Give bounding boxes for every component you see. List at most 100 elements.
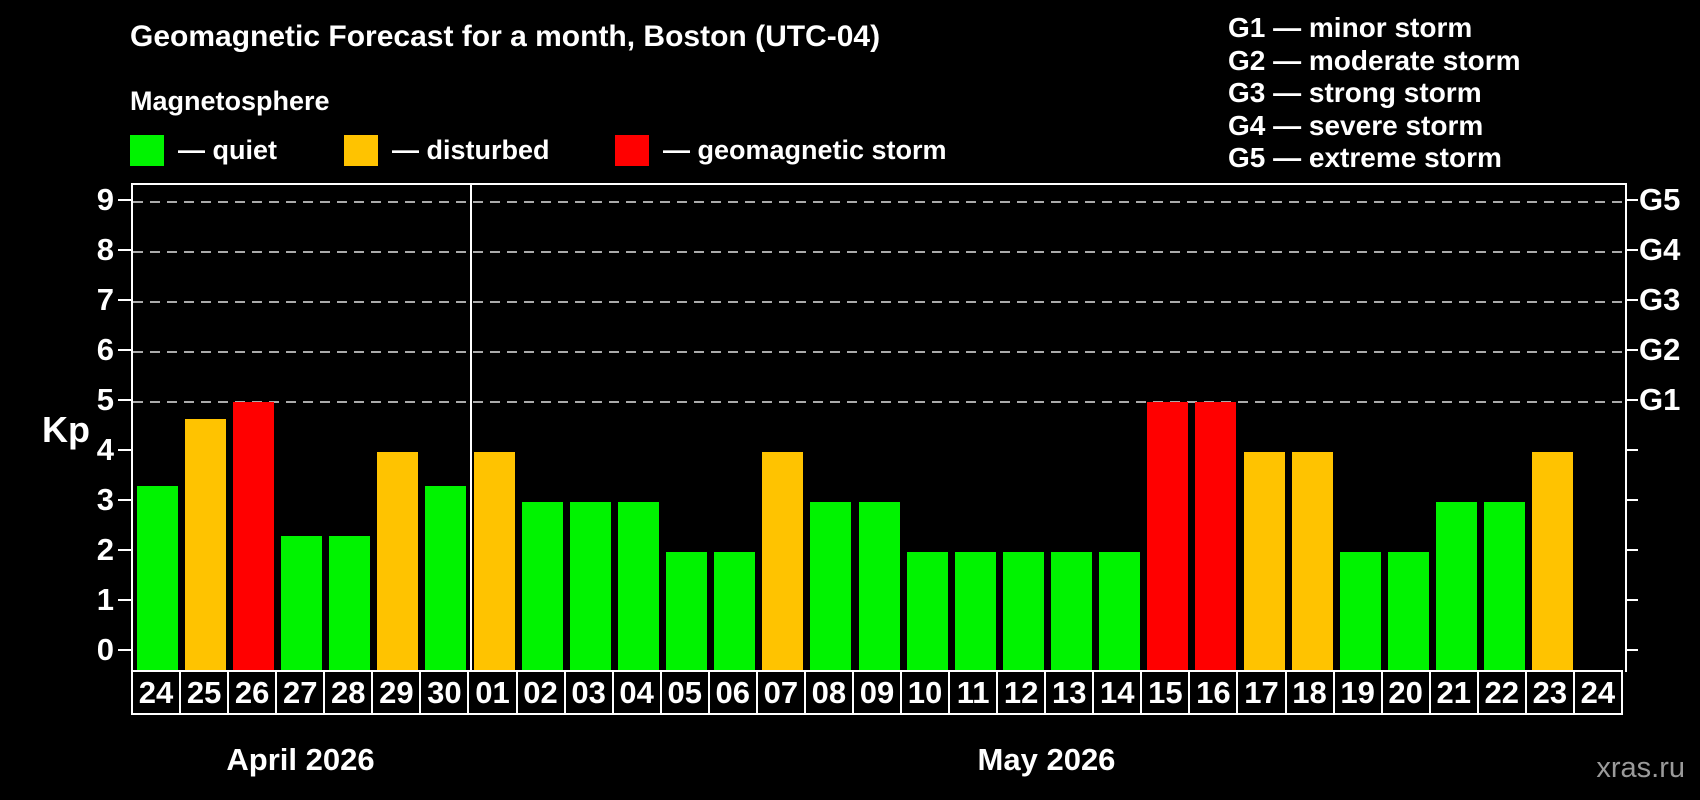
y-tick-label: 2 — [96, 532, 114, 567]
kp-bar — [232, 402, 274, 672]
day-label-cell: 24 — [131, 670, 182, 715]
kp-bar — [377, 452, 419, 672]
day-label-cell: 04 — [611, 670, 662, 715]
watermark: xras.ru — [1596, 752, 1685, 784]
magnetosphere-label: Magnetosphere — [130, 86, 330, 116]
kp-bar — [1339, 552, 1381, 672]
day-label-cell: 30 — [419, 670, 470, 715]
day-label-cell: 18 — [1284, 670, 1335, 715]
day-label-cell: 07 — [755, 670, 806, 715]
day-label-cell: 20 — [1380, 670, 1431, 715]
right-tick-mark — [1625, 199, 1638, 201]
right-tick-mark — [1625, 649, 1638, 651]
y-tick-mark — [118, 249, 131, 251]
day-label-cell: 29 — [371, 670, 422, 715]
g-scale-line: G5 — extreme storm — [1228, 142, 1502, 174]
day-label-cell: 14 — [1092, 670, 1143, 715]
legend-item-quiet: — quiet — [130, 134, 277, 166]
kp-bar — [810, 502, 852, 672]
day-label-cell: 08 — [803, 670, 854, 715]
kp-bar — [1195, 402, 1237, 672]
day-label-cell: 26 — [227, 670, 278, 715]
g-scale-line: G1 — minor storm — [1228, 12, 1473, 43]
kp-bar — [1291, 452, 1333, 672]
month-separator-line — [470, 185, 472, 672]
right-tick-mark — [1625, 449, 1638, 451]
month-label-may: May 2026 — [977, 742, 1116, 777]
g-level-label: G1 — [1639, 382, 1681, 417]
kp-bar — [184, 418, 226, 672]
y-tick-mark — [118, 349, 131, 351]
legend-label-storm: — geomagnetic storm — [663, 134, 947, 165]
day-label-cell: 03 — [563, 670, 614, 715]
right-tick-mark — [1625, 549, 1638, 551]
right-tick-mark — [1625, 599, 1638, 601]
right-tick-mark — [1625, 399, 1638, 401]
g-level-gridline — [133, 351, 1625, 353]
g-level-label: G2 — [1639, 332, 1681, 367]
legend-label-quiet: — quiet — [178, 134, 277, 165]
y-tick-label: 3 — [96, 482, 114, 517]
status-legend: — quiet — disturbed — geomagnetic storm — [130, 134, 1030, 166]
legend-label-disturbed: — disturbed — [392, 134, 550, 165]
y-tick-mark — [118, 199, 131, 201]
kp-bar — [1002, 552, 1044, 672]
right-tick-mark — [1625, 299, 1638, 301]
g-scale-line: G4 — severe storm — [1228, 109, 1484, 141]
g-level-gridline — [133, 301, 1625, 303]
legend-item-disturbed: — disturbed — [344, 134, 550, 166]
right-tick-mark — [1625, 249, 1638, 251]
storm-color-swatch — [615, 134, 649, 166]
kp-bar — [666, 552, 707, 672]
g-scale-legend: G1 — minor storm G2 — moderate storm G3 — … — [1228, 12, 1521, 175]
day-label-cell: 06 — [707, 670, 758, 715]
g-level-gridline — [133, 401, 1625, 403]
day-label-cell: 22 — [1476, 670, 1527, 715]
day-label-cell: 25 — [179, 670, 230, 715]
g-level-gridline — [133, 201, 1625, 203]
kp-bar — [1147, 402, 1189, 672]
kp-bar — [329, 535, 371, 672]
g-scale-line: G2 — moderate storm — [1228, 44, 1521, 76]
g-scale-line: G3 — strong storm — [1228, 77, 1482, 109]
y-tick-mark — [118, 649, 131, 651]
kp-bar — [1436, 502, 1477, 672]
g-level-label: G5 — [1639, 182, 1681, 217]
kp-bar — [136, 485, 178, 672]
y-tick-label: 0 — [96, 632, 114, 667]
kp-bar — [1099, 552, 1141, 672]
day-label-cell: 11 — [948, 670, 999, 715]
kp-bar — [954, 552, 996, 672]
day-label-cell: 16 — [1188, 670, 1239, 715]
plot-area — [131, 183, 1627, 672]
day-label-cell: 09 — [851, 670, 902, 715]
day-label-cell: 12 — [996, 670, 1047, 715]
g-level-gridline — [133, 251, 1625, 253]
kp-bar — [281, 535, 322, 672]
y-tick-label: 5 — [96, 382, 114, 417]
day-label-cell: 28 — [323, 670, 374, 715]
day-label-row: 24 25 26 27 28 29 30 01 02 03 04 05 06 07 08 09 10 11 12 13… — [131, 670, 1623, 715]
day-label-cell: 19 — [1332, 670, 1383, 715]
day-label-cell: 02 — [515, 670, 566, 715]
y-tick-mark — [118, 499, 131, 501]
kp-bar — [714, 552, 756, 672]
kp-bar — [569, 502, 611, 672]
g-level-label: G4 — [1639, 232, 1681, 267]
y-tick-mark — [118, 399, 131, 401]
y-tick-mark — [118, 549, 131, 551]
y-tick-label: 4 — [96, 432, 114, 467]
month-label-april: April 2026 — [226, 742, 375, 777]
kp-bar — [762, 452, 804, 672]
y-tick-label: 8 — [96, 232, 114, 267]
y-tick-label: 6 — [96, 332, 114, 367]
legend-item-storm: — geomagnetic storm — [615, 134, 947, 166]
day-label-cell: 10 — [900, 670, 951, 715]
quiet-color-swatch — [130, 134, 164, 166]
y-tick-mark — [118, 299, 131, 301]
kp-bar — [425, 485, 467, 672]
right-tick-mark — [1625, 349, 1638, 351]
day-label-cell: 21 — [1428, 670, 1479, 715]
y-tick-label: 7 — [96, 282, 114, 317]
